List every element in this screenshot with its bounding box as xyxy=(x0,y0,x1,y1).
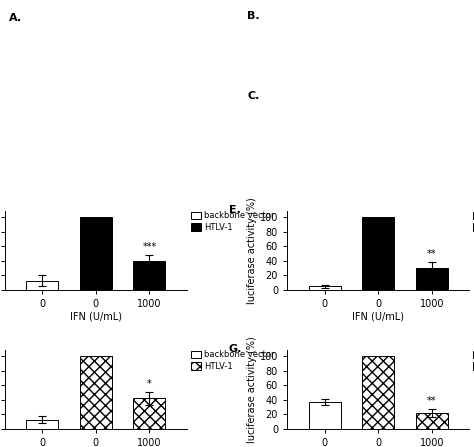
Text: **: ** xyxy=(427,396,437,406)
Bar xyxy=(416,268,448,290)
Y-axis label: luciferase activity (%): luciferase activity (%) xyxy=(247,336,257,443)
Y-axis label: luciferase activity (%): luciferase activity (%) xyxy=(247,197,257,304)
Legend: backbone vector, HTLV-1: backbone vector, HTLV-1 xyxy=(191,211,275,232)
X-axis label: IFN (U/mL): IFN (U/mL) xyxy=(70,312,122,322)
Bar xyxy=(80,356,112,429)
Text: B.: B. xyxy=(247,11,260,21)
Bar xyxy=(362,356,394,429)
Text: E.: E. xyxy=(229,205,241,215)
Text: C.: C. xyxy=(247,91,260,101)
Bar xyxy=(309,402,341,429)
Text: ***: *** xyxy=(142,242,156,252)
Text: **: ** xyxy=(427,249,437,259)
Bar xyxy=(26,420,58,429)
Bar xyxy=(416,413,448,429)
Legend: backbone vector, HTLV-1: backbone vector, HTLV-1 xyxy=(191,350,275,371)
Bar xyxy=(133,261,165,290)
Bar xyxy=(362,217,394,290)
Bar xyxy=(80,217,112,290)
Bar xyxy=(133,398,165,429)
Bar xyxy=(309,287,341,290)
Bar xyxy=(26,281,58,290)
X-axis label: IFN (U/mL): IFN (U/mL) xyxy=(352,312,404,322)
Text: *: * xyxy=(147,379,152,389)
Text: G.: G. xyxy=(229,344,242,354)
Text: A.: A. xyxy=(9,13,22,23)
